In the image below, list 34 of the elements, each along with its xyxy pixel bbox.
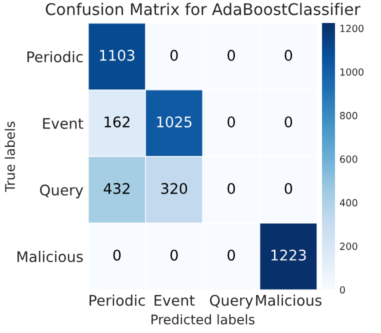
color-bar-label: 1000 — [340, 68, 364, 76]
data-label: 0 — [228, 116, 235, 128]
data-label: 0 — [170, 50, 178, 61]
data-label: 0 — [228, 250, 235, 261]
x-tick-label: Query — [210, 294, 253, 309]
data-label: 0 — [284, 50, 292, 61]
color-bar-label: 200 — [340, 242, 358, 250]
y-tick-label: Query — [40, 184, 84, 198]
data-label: 0 — [284, 116, 292, 128]
data-label: 1103 — [100, 50, 134, 61]
x-axis-title: Predicted labels — [152, 314, 255, 324]
data-label: 0 — [113, 250, 121, 261]
color-bar-label: 400 — [340, 199, 358, 206]
color-bar-label: 1200 — [340, 24, 364, 32]
data-label: 1025 — [157, 116, 192, 128]
data-label: 1223 — [271, 250, 306, 261]
data-label: 320 — [161, 183, 188, 194]
y-tick-label: Event — [43, 118, 84, 129]
chart-title: Confusion Matrix for AdaBoostClassifier — [46, 2, 360, 16]
x-tick-label: Malicious — [256, 294, 322, 306]
y-tick-label: Malicious — [18, 250, 83, 262]
data-label: 0 — [284, 183, 292, 194]
x-tick-label: Event — [154, 295, 195, 306]
x-tick-label: Periodic — [90, 294, 145, 306]
y-tick-label: Periodic — [27, 51, 83, 62]
y-axis-title: True labels — [4, 122, 15, 192]
color-bar-label: 0 — [340, 286, 345, 294]
data-label: 432 — [104, 183, 130, 194]
data-label: 0 — [170, 250, 178, 261]
color-bar-label: 600 — [340, 155, 358, 163]
data-label: 0 — [228, 50, 235, 61]
data-label: 0 — [228, 183, 235, 194]
color-bar-label: 800 — [340, 112, 358, 120]
data-label: 162 — [104, 116, 130, 128]
